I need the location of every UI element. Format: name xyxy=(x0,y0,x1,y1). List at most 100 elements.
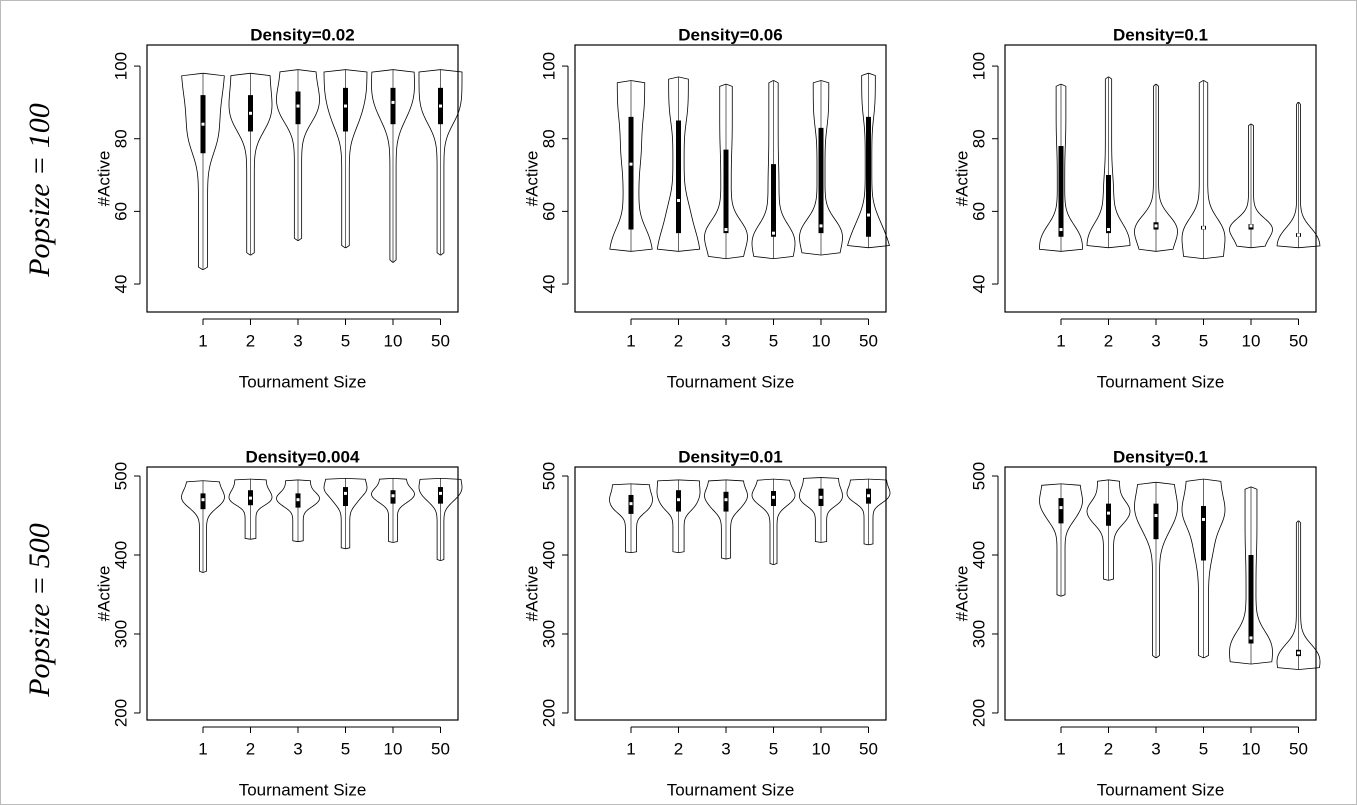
plot-box xyxy=(574,44,887,313)
plot-box xyxy=(1004,466,1317,721)
y-tick-label: 40 xyxy=(111,275,130,294)
violin xyxy=(799,477,843,543)
median xyxy=(201,122,205,126)
x-tick-label: 1 xyxy=(198,739,207,758)
violin xyxy=(1086,76,1131,249)
median xyxy=(1059,506,1063,510)
y-axis-label: #Active xyxy=(522,151,541,207)
y-tick-label: 100 xyxy=(539,52,558,80)
median xyxy=(1107,511,1110,515)
median xyxy=(249,496,252,500)
y-tick-label: 80 xyxy=(969,129,988,148)
y-tick-label: 300 xyxy=(111,620,130,648)
violin xyxy=(1181,80,1226,259)
median xyxy=(724,228,728,232)
x-tick-label: 10 xyxy=(384,739,403,758)
y-tick-label: 60 xyxy=(539,202,558,221)
violin xyxy=(846,478,891,546)
violin xyxy=(418,477,463,561)
y-axis-label: #Active xyxy=(94,151,113,207)
y-axis-label: #Active xyxy=(952,151,971,207)
median xyxy=(819,495,823,499)
y-axis-label: #Active xyxy=(522,566,541,622)
violin xyxy=(371,69,415,263)
violin xyxy=(1039,483,1083,597)
chart-title: Density=0.01 xyxy=(678,447,782,466)
median xyxy=(439,104,442,108)
median xyxy=(1249,224,1253,228)
x-tick-label: 3 xyxy=(293,331,302,350)
median xyxy=(1107,228,1110,232)
y-tick-label: 80 xyxy=(111,129,130,148)
x-tick-label: 2 xyxy=(1104,739,1113,758)
y-tick-label: 100 xyxy=(969,52,988,80)
median xyxy=(1202,226,1205,230)
x-tick-label: 10 xyxy=(384,331,403,350)
x-axis-label: Tournament Size xyxy=(1097,780,1225,799)
y-axis-label: #Active xyxy=(94,566,113,622)
x-tick-label: 5 xyxy=(1199,331,1208,350)
x-tick-label: 5 xyxy=(341,331,350,350)
y-tick-label: 60 xyxy=(969,202,988,221)
x-tick-label: 50 xyxy=(431,739,450,758)
violin xyxy=(656,479,701,554)
y-tick-label: 500 xyxy=(539,462,558,490)
violin xyxy=(181,72,225,270)
x-tick-label: 3 xyxy=(1151,331,1160,350)
median xyxy=(677,198,680,202)
median xyxy=(1249,636,1253,640)
x-tick-label: 50 xyxy=(859,739,878,758)
violin xyxy=(323,69,368,249)
violin xyxy=(228,478,273,540)
x-tick-label: 1 xyxy=(1056,331,1065,350)
median xyxy=(344,491,347,495)
y-tick-label: 500 xyxy=(111,462,130,490)
violin xyxy=(276,69,320,241)
median xyxy=(344,104,347,108)
violin xyxy=(1276,102,1321,249)
violin xyxy=(418,69,463,256)
y-tick-label: 200 xyxy=(539,699,558,727)
median xyxy=(1297,651,1300,655)
violin xyxy=(847,72,890,249)
y-tick-label: 400 xyxy=(539,541,558,569)
x-tick-label: 5 xyxy=(1199,739,1208,758)
median xyxy=(629,162,633,166)
median xyxy=(1297,233,1300,237)
y-tick-label: 40 xyxy=(539,275,558,294)
y-axis-label: #Active xyxy=(952,566,971,622)
x-tick-label: 3 xyxy=(293,739,302,758)
x-tick-label: 10 xyxy=(1242,739,1261,758)
x-tick-label: 3 xyxy=(721,331,730,350)
violin xyxy=(1134,83,1178,252)
plot-box xyxy=(1004,44,1317,313)
y-tick-label: 100 xyxy=(111,52,130,80)
violin xyxy=(181,480,225,573)
violin xyxy=(751,478,796,565)
violin xyxy=(1276,520,1321,670)
row-label: Popsize = 500 xyxy=(23,523,56,698)
x-tick-label: 5 xyxy=(341,739,350,758)
median xyxy=(867,494,870,498)
x-tick-label: 2 xyxy=(674,331,683,350)
x-tick-label: 10 xyxy=(812,331,831,350)
x-axis-label: Tournament Size xyxy=(239,372,367,391)
row-label: Popsize = 100 xyxy=(23,103,56,278)
violin xyxy=(371,477,415,543)
x-tick-label: 5 xyxy=(769,331,778,350)
plot-box xyxy=(146,44,459,313)
violin xyxy=(609,483,653,554)
y-tick-label: 400 xyxy=(969,541,988,569)
median xyxy=(1059,228,1063,232)
violin xyxy=(704,479,748,560)
x-tick-label: 10 xyxy=(812,739,831,758)
violin xyxy=(323,477,368,550)
median xyxy=(629,502,633,506)
median xyxy=(867,213,870,217)
violin xyxy=(751,80,796,259)
plot-box xyxy=(146,466,459,721)
y-tick-label: 200 xyxy=(111,699,130,727)
violin xyxy=(228,72,273,256)
plot-box xyxy=(574,466,887,721)
